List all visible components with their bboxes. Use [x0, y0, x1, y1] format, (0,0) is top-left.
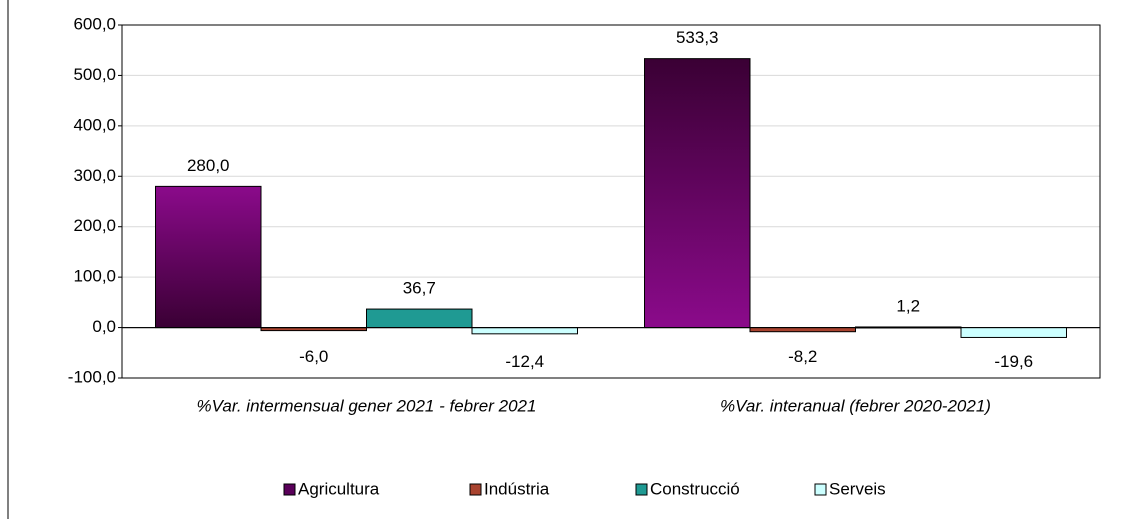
y-tick-label: -100,0: [68, 367, 116, 386]
value-label: 36,7: [403, 279, 436, 298]
y-tick-label: 300,0: [73, 166, 116, 185]
legend-swatch: [635, 483, 648, 496]
bar: [155, 185, 262, 329]
legend-swatch: [814, 483, 827, 496]
value-label: 280,0: [187, 156, 230, 175]
bar: [749, 327, 856, 333]
bar: [471, 327, 578, 335]
legend-label: Agricultura: [298, 479, 380, 498]
bar: [644, 58, 751, 329]
y-tick-label: 600,0: [73, 14, 116, 33]
value-label: 1,2: [896, 296, 920, 315]
y-tick-label: 0,0: [92, 317, 116, 336]
legend-swatch: [469, 483, 482, 496]
legend-label: Serveis: [829, 479, 886, 498]
y-tick-label: 400,0: [73, 115, 116, 134]
legend-label: Construcció: [650, 479, 740, 498]
value-label: -6,0: [299, 347, 328, 366]
bar: [960, 327, 1067, 338]
x-tick-label: %Var. interanual (febrer 2020-2021): [720, 396, 991, 415]
value-label: -8,2: [788, 347, 817, 366]
plot-area: [121, 24, 1101, 379]
legend-swatch: [283, 483, 296, 496]
y-tick-label: 100,0: [73, 267, 116, 286]
value-label: -12,4: [505, 352, 544, 371]
y-tick-label: 200,0: [73, 216, 116, 235]
x-tick-label: %Var. intermensual gener 2021 - febrer 2…: [197, 396, 537, 415]
bar: [366, 308, 473, 329]
value-label: -19,6: [994, 352, 1033, 371]
y-tick-label: 500,0: [73, 65, 116, 84]
legend-label: Indústria: [484, 479, 550, 498]
value-label: 533,3: [676, 28, 719, 47]
